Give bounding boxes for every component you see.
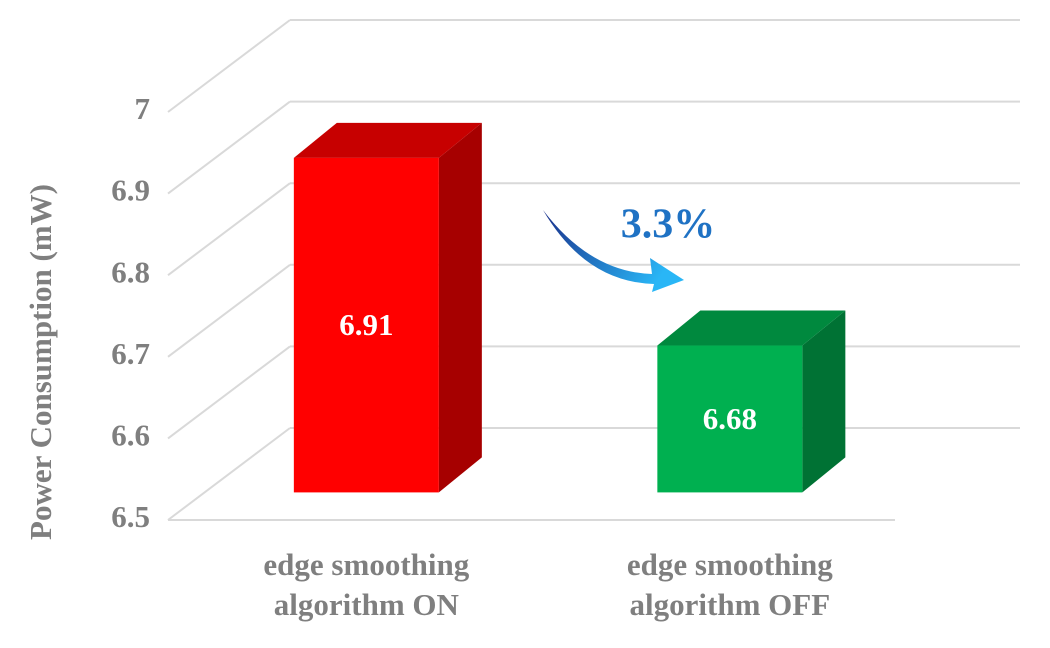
bar-top <box>657 310 846 346</box>
y-tick-label: 6.5 <box>111 499 150 534</box>
annotation: 3.3% <box>621 202 716 248</box>
grid-line <box>167 345 291 440</box>
bar-side <box>438 122 482 493</box>
bar-front <box>293 157 439 493</box>
y-tick-label: 6.8 <box>111 254 150 289</box>
value-label: 6.68 <box>703 401 757 436</box>
value-label: 6.91 <box>339 307 393 342</box>
bar-front <box>657 345 803 493</box>
decrease-arrow <box>543 210 684 292</box>
y-axis-label: Power Consumption (mW) <box>23 184 58 540</box>
x-tick-label: edge smoothing algorithm OFF <box>626 547 833 622</box>
bar-side <box>802 310 846 493</box>
y-tick-label: 6.9 <box>111 173 150 208</box>
grid-line <box>167 100 291 195</box>
y-tick-label: 7 <box>135 91 151 126</box>
bar-top <box>293 122 482 158</box>
y-tick-label: 6.6 <box>111 418 150 453</box>
grid-line <box>167 264 291 358</box>
grid-line <box>167 19 291 113</box>
y-tick-label: 6.7 <box>111 336 150 371</box>
plot: 6.5 6.6 6.7 6.8 6.9 7 6.91 6.68 <box>111 19 1020 534</box>
grid-line <box>167 182 291 276</box>
bar <box>293 122 482 493</box>
bar <box>657 310 846 493</box>
x-tick-label: edge smoothing algorithm ON <box>263 547 470 622</box>
grid-line <box>167 427 291 521</box>
